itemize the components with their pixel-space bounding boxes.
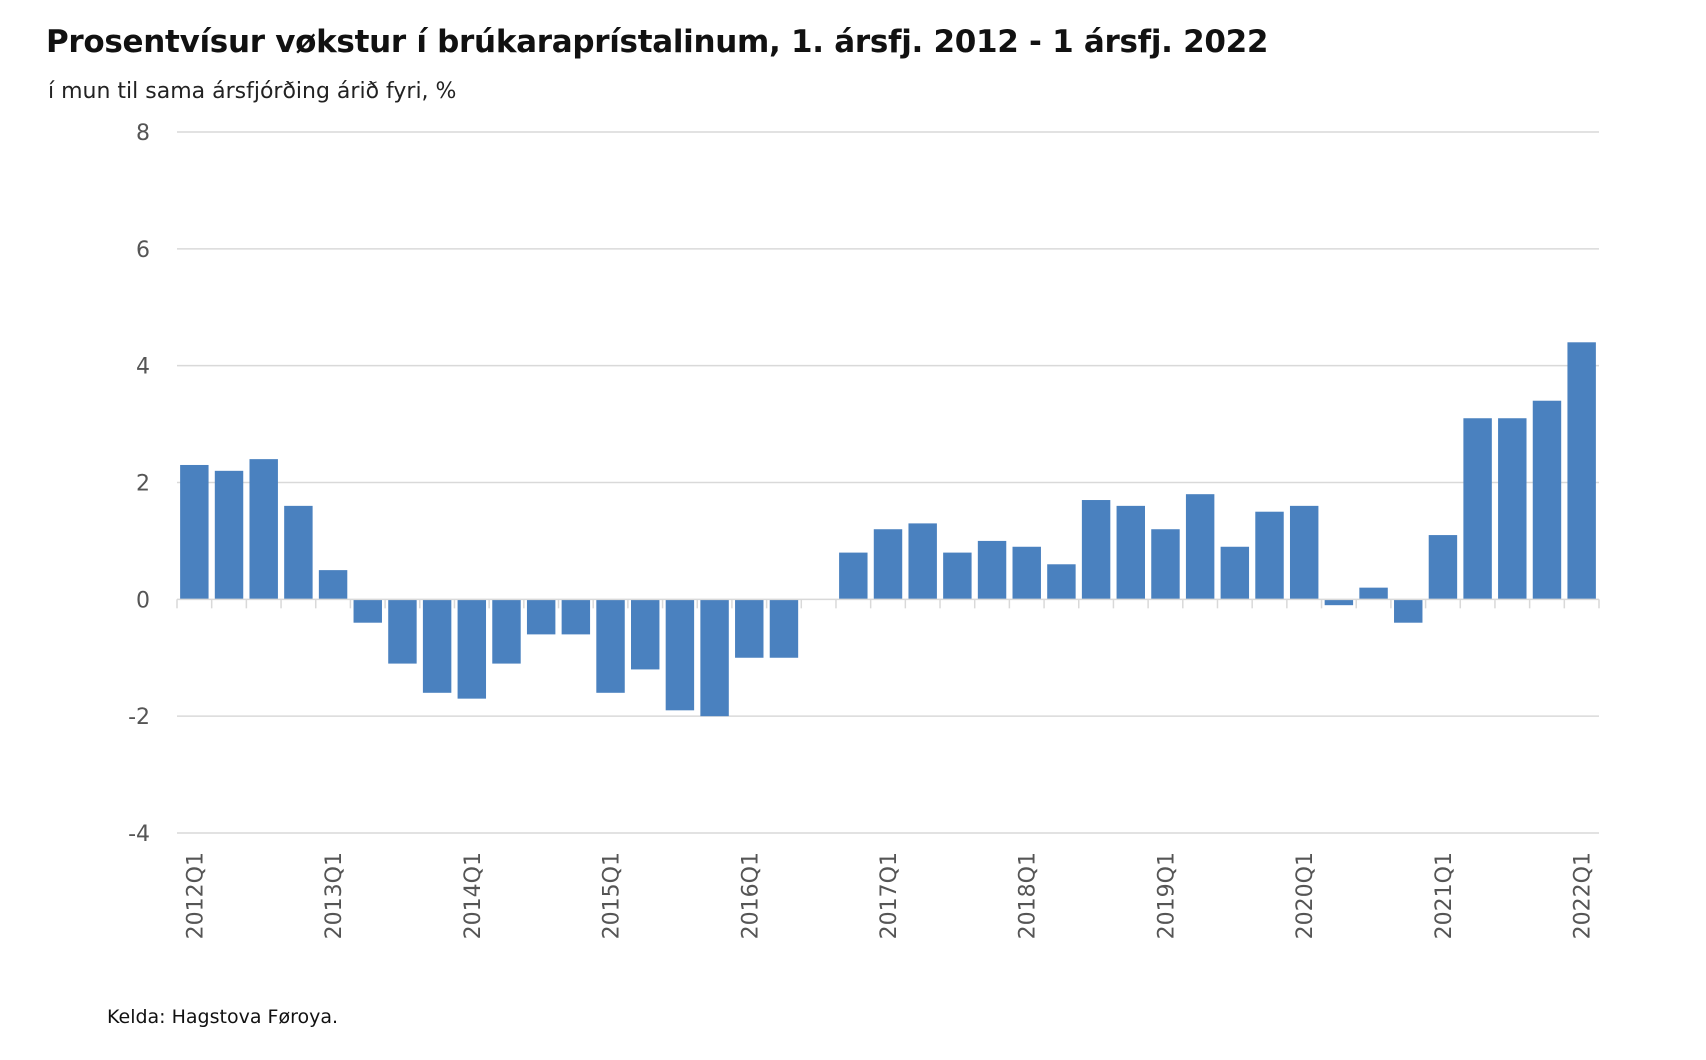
bar-2020Q4: [1394, 599, 1423, 623]
bar-2015Q2: [630, 599, 660, 670]
bar-2012Q3: [249, 459, 278, 600]
bar-2013Q4: [422, 599, 452, 693]
bar-2021Q3: [1498, 418, 1527, 600]
bar-2020Q2: [1324, 599, 1354, 606]
bar-2019Q4: [1255, 511, 1284, 600]
bar-2017Q1: [873, 529, 903, 600]
y-tick-label: -2: [128, 705, 150, 730]
y-tick-label: 8: [136, 121, 150, 146]
bar-2014Q3: [526, 599, 556, 635]
bar-2013Q1: [318, 570, 348, 600]
x-tick-label: 2016Q1: [738, 852, 763, 939]
bar-2016Q4: [839, 552, 868, 600]
bar-2018Q3: [1081, 500, 1111, 600]
chart-title: Prosentvísur vøkstur í brúkaraprístalinu…: [46, 24, 1269, 60]
bar-2014Q4: [561, 599, 591, 635]
x-tick-label: 2013Q1: [322, 852, 347, 939]
x-tick-label: 2012Q1: [183, 852, 208, 939]
bar-2015Q4: [700, 599, 729, 717]
y-tick-label: 6: [136, 238, 150, 263]
bar-2019Q3: [1220, 546, 1250, 600]
bar-2020Q3: [1359, 587, 1388, 600]
x-tick-label: 2019Q1: [1154, 852, 1179, 939]
y-tick-label: -4: [128, 822, 150, 847]
bar-2021Q4: [1532, 400, 1562, 600]
bar-2016Q2: [769, 599, 799, 658]
x-tick-label: 2014Q1: [461, 852, 486, 939]
bar-2019Q1: [1151, 529, 1180, 600]
bar-2012Q4: [284, 505, 313, 600]
bar-2013Q3: [388, 599, 417, 664]
bar-2017Q4: [977, 540, 1007, 600]
bar-2012Q2: [214, 470, 244, 600]
bar-2016Q1: [735, 599, 764, 658]
source-note: Kelda: Hagstova Føroya.: [107, 1006, 339, 1028]
bar-2015Q1: [596, 599, 625, 693]
bar-2021Q1: [1428, 535, 1458, 600]
bar-2017Q2: [908, 523, 937, 600]
bar-2018Q4: [1116, 505, 1146, 600]
x-tick-label: 2018Q1: [1016, 852, 1041, 939]
x-tick-label: 2022Q1: [1571, 852, 1596, 939]
bar-2017Q3: [943, 552, 972, 600]
bar-2018Q1: [1012, 546, 1041, 600]
x-tick-label: 2020Q1: [1293, 852, 1318, 939]
bar-2018Q2: [1047, 564, 1076, 600]
bar-2013Q2: [353, 599, 382, 623]
x-tick-label: 2021Q1: [1432, 852, 1457, 939]
bar-2014Q1: [457, 599, 487, 699]
x-tick-label: 2017Q1: [877, 852, 902, 939]
bar-2022Q1: [1567, 342, 1596, 600]
y-tick-label: 0: [136, 588, 150, 613]
bar-2012Q1: [180, 464, 209, 600]
bar-2020Q1: [1289, 505, 1319, 600]
chart-subtitle: í mun til sama ársfjórðing árið fyri, %: [48, 79, 457, 104]
bar-2014Q2: [492, 599, 521, 664]
bar-2019Q2: [1185, 494, 1215, 600]
y-tick-label: 2: [136, 472, 150, 497]
bar-2021Q2: [1463, 418, 1492, 600]
bar-2015Q3: [665, 599, 695, 711]
y-tick-label: 4: [136, 355, 150, 380]
x-tick-label: 2015Q1: [600, 852, 625, 939]
